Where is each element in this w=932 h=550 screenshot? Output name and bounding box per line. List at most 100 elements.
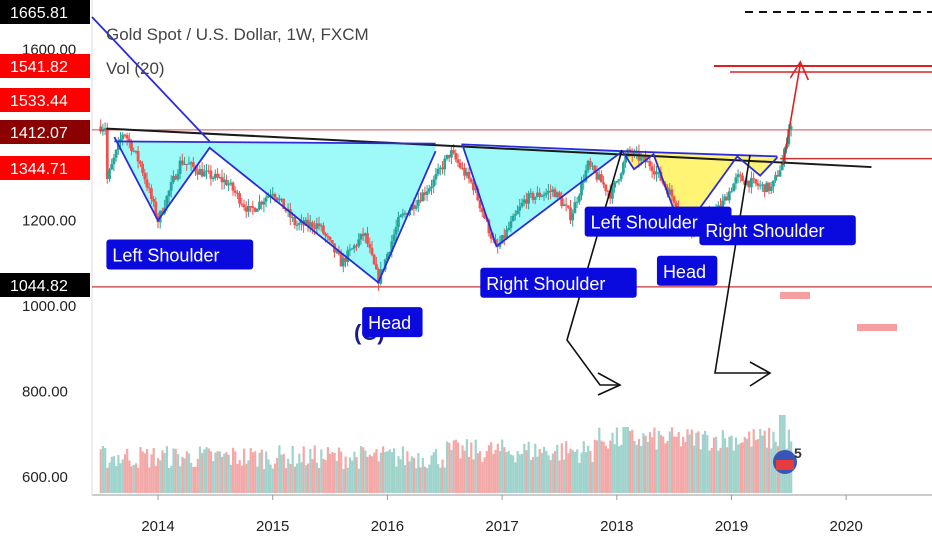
candle-body xyxy=(630,152,634,156)
volume-bar xyxy=(565,441,568,493)
volume-bar xyxy=(157,458,160,493)
candle-body xyxy=(123,134,127,136)
volume-bar xyxy=(214,452,217,493)
candle-body xyxy=(240,203,244,205)
volume-bar xyxy=(452,440,455,493)
candle-body xyxy=(436,168,440,175)
price-tag: 1533.44 xyxy=(0,88,90,112)
volume-bar xyxy=(697,431,700,493)
candle-body xyxy=(558,192,561,198)
volume-bar xyxy=(730,435,733,493)
price-tag-text: 1044.82 xyxy=(10,278,68,295)
candle-body xyxy=(266,195,270,198)
candle-body xyxy=(500,235,504,244)
volume-bar xyxy=(695,432,698,493)
volume-bar xyxy=(662,436,665,493)
volume-bar xyxy=(622,427,625,493)
volume-bar xyxy=(602,441,605,493)
volume-bar xyxy=(640,445,643,493)
pattern-label[interactable]: Head xyxy=(656,255,718,286)
pattern-label[interactable]: Right Shoulder xyxy=(480,267,637,298)
volume-bar xyxy=(101,446,105,493)
pattern-label-text: Left Shoulder xyxy=(591,213,698,233)
volume-bar xyxy=(106,467,109,493)
candle-body xyxy=(756,183,760,186)
candle-body xyxy=(198,169,202,175)
candle-body xyxy=(780,162,784,171)
candle-body xyxy=(114,149,118,158)
candle-body xyxy=(520,202,524,207)
candle-body xyxy=(348,249,352,251)
volume-bar xyxy=(287,458,290,493)
candle-body xyxy=(375,264,378,270)
candle-body xyxy=(311,222,314,228)
candle-body xyxy=(619,173,623,180)
volume-bar xyxy=(571,450,574,493)
volume-bar xyxy=(443,467,446,493)
candle-body xyxy=(652,171,656,175)
candle-body xyxy=(536,192,539,197)
y-tick-label: 600.00 xyxy=(22,469,68,486)
volume-bar xyxy=(487,445,491,493)
volume-bar xyxy=(278,445,281,493)
pattern-label[interactable]: Right Shoulder xyxy=(699,215,856,246)
volume-bar xyxy=(410,456,413,493)
volume-badge[interactable]: 5 xyxy=(773,445,802,474)
candle-body xyxy=(421,192,425,202)
pattern-label-bg xyxy=(362,307,423,338)
price-tag-bg xyxy=(0,54,90,78)
candle-body xyxy=(377,269,380,284)
volume-bar xyxy=(198,446,202,493)
volume-bar xyxy=(307,463,310,493)
pattern-label[interactable]: Left Shoulder xyxy=(106,239,254,270)
candle-body xyxy=(774,175,777,181)
volume-bar xyxy=(757,439,760,493)
candle-body xyxy=(183,163,186,165)
candle-body xyxy=(438,167,442,169)
volume-bar xyxy=(324,460,327,493)
pattern-label[interactable]: Left Shoulder xyxy=(584,206,732,237)
volume-bar xyxy=(659,435,663,493)
candle-body xyxy=(344,257,347,262)
volume-bar xyxy=(618,446,621,493)
candle-body xyxy=(516,210,519,215)
candle-body xyxy=(169,182,173,191)
volume-bar xyxy=(311,459,314,493)
volume-bar xyxy=(342,469,345,493)
volume-bar xyxy=(690,429,693,493)
candle-body xyxy=(136,151,140,162)
x-tick-label: 2016 xyxy=(371,518,404,535)
volume-bar xyxy=(251,452,254,493)
volume-bar xyxy=(254,451,257,493)
price-tag: 1541.82 xyxy=(0,54,90,78)
pattern-label[interactable]: Head xyxy=(362,307,423,338)
volume-bar xyxy=(770,448,773,493)
candle-body xyxy=(386,253,389,260)
candle-body xyxy=(569,207,572,221)
candle-body xyxy=(725,196,729,201)
volume-bar xyxy=(137,467,140,493)
candle-body xyxy=(187,163,191,165)
volume-arrow-1 xyxy=(566,149,623,386)
price-tag: 1044.82 xyxy=(0,273,90,297)
candle-body xyxy=(551,189,555,192)
volume-bar xyxy=(192,467,195,493)
x-tick-label: 2014 xyxy=(141,518,174,535)
volume-bar xyxy=(362,447,365,493)
pattern-label-bg xyxy=(480,267,637,298)
volume-bar xyxy=(712,437,716,493)
volume-bar xyxy=(159,460,162,493)
volume-bar xyxy=(549,460,552,493)
candle-body xyxy=(452,150,455,153)
candle-body xyxy=(432,179,436,187)
pattern-labels[interactable]: Left Shoulder Head Right Shoulder Left Shou… xyxy=(106,206,856,338)
volume-bar xyxy=(119,463,122,493)
neckline-trend xyxy=(106,127,872,169)
candle-body xyxy=(194,166,197,172)
volume-bar xyxy=(624,427,627,493)
candle-body xyxy=(176,173,180,180)
volume-bar xyxy=(483,457,486,493)
candle-body xyxy=(507,228,511,230)
candle-body xyxy=(132,150,136,152)
